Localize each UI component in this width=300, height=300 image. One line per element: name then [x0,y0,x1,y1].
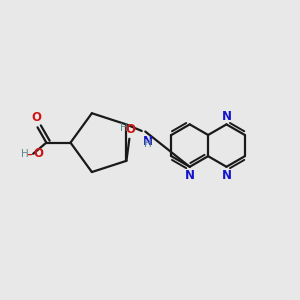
Text: H: H [120,123,128,134]
Text: N: N [142,135,153,148]
Text: N: N [185,169,195,182]
Text: O: O [126,123,136,136]
Text: H: H [21,149,29,159]
Text: O: O [31,111,41,124]
Text: -: - [26,146,32,161]
Text: H: H [144,139,152,149]
Text: N: N [221,110,232,123]
Text: O: O [33,147,43,160]
Text: N: N [221,169,232,182]
